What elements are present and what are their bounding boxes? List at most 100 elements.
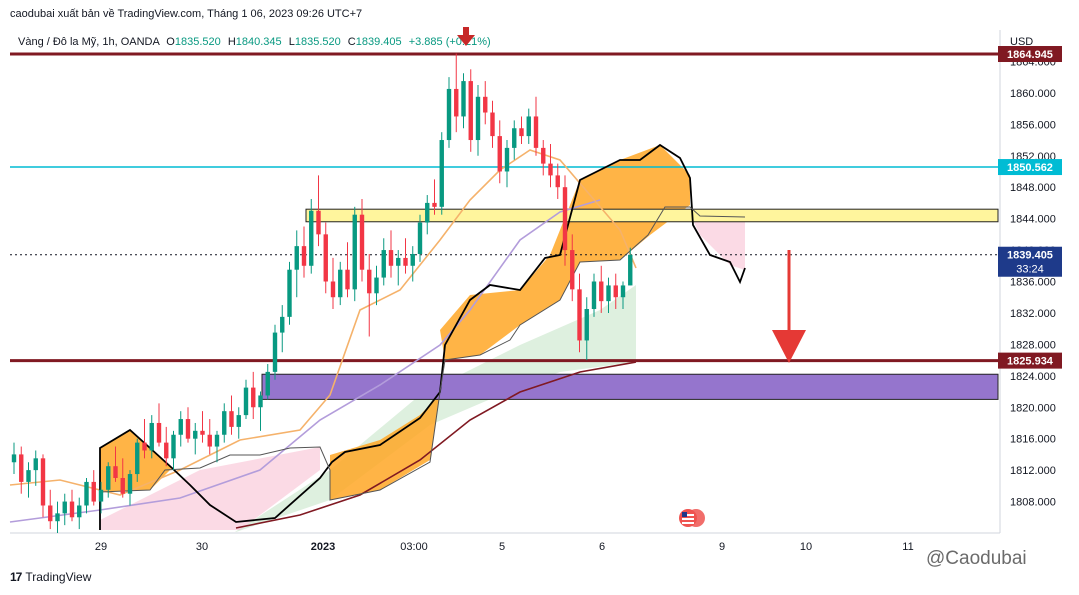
price-tag-countdown: 33:24 <box>1016 264 1044 276</box>
candle <box>77 497 82 530</box>
candle <box>475 85 481 156</box>
down-arrow-big <box>772 250 806 363</box>
candle <box>519 116 524 144</box>
candle <box>599 265 604 313</box>
ma-slow-line <box>235 361 637 529</box>
high-label: H <box>227 36 236 48</box>
y-tick-label: 1828.000 <box>1010 339 1056 351</box>
candle <box>526 108 531 144</box>
candle <box>11 442 17 475</box>
candle <box>555 163 560 199</box>
ma-mid-line <box>9 199 601 523</box>
currency-label: USD <box>1010 36 1034 48</box>
y-tick-label: 1860.000 <box>1010 88 1056 100</box>
y-tick-label: 1820.000 <box>1010 402 1056 414</box>
candle <box>352 206 357 302</box>
x-tick-label: 2023 <box>311 541 335 553</box>
candle <box>417 214 423 262</box>
candle <box>229 395 234 435</box>
tradingview-mark-icon: 17 <box>10 570 22 584</box>
candle <box>577 273 582 353</box>
candle <box>497 120 502 184</box>
candle <box>251 371 256 420</box>
y-tick-label: 1812.000 <box>1010 465 1056 477</box>
candle <box>454 53 459 133</box>
high-value: 1840.345 <box>235 36 282 48</box>
candle <box>106 462 111 498</box>
cloud-orange-2 <box>330 395 440 500</box>
candle <box>84 477 89 514</box>
candle <box>548 143 553 188</box>
candle <box>439 132 444 215</box>
candle <box>214 430 220 463</box>
yellow-zone[interactable] <box>305 208 999 223</box>
candle <box>606 277 611 313</box>
candle <box>584 297 589 361</box>
candle <box>55 501 60 533</box>
price-axis[interactable]: 1808.000 1812.000 1816.000 1820.000 1824.000… <box>1010 56 1056 508</box>
candle <box>243 379 249 420</box>
candle <box>26 462 31 498</box>
candle <box>446 77 452 148</box>
candle <box>222 403 227 443</box>
candle <box>156 403 162 447</box>
publisher-credit: caodubai xuất bản về TradingView.com, Th… <box>10 8 363 20</box>
candle <box>120 458 125 498</box>
purple-zone[interactable] <box>261 373 999 400</box>
candle <box>98 481 104 514</box>
candle <box>323 222 328 294</box>
candle <box>374 265 379 306</box>
candle <box>69 489 75 522</box>
candle <box>570 234 575 302</box>
candle <box>185 407 191 443</box>
candle <box>236 407 241 439</box>
x-tick-label: 11 <box>902 541 913 553</box>
candle <box>287 261 292 325</box>
price-tags: 1864.945 1850.562 1839.405 33:24 1825.934 <box>998 46 1062 369</box>
time-axis[interactable]: 29 30 2023 03:00 5 6 9 10 11 <box>95 541 914 553</box>
low-value: 1835.520 <box>294 36 341 48</box>
ma-fast-line <box>9 149 637 496</box>
y-tick-label: 1856.000 <box>1010 119 1056 131</box>
moving-averages <box>9 149 637 529</box>
candle <box>294 230 299 298</box>
price-tag-resistance-top: 1864.945 <box>998 46 1062 63</box>
candle <box>468 69 473 152</box>
candle <box>127 470 133 506</box>
candle <box>164 426 169 467</box>
tradingview-logo[interactable]: 17 TradingView <box>10 570 91 584</box>
candle <box>388 230 394 278</box>
candle <box>483 81 488 125</box>
price-tag-text: 1850.562 <box>1007 162 1053 174</box>
author-watermark: @Caodubai <box>926 548 1027 569</box>
ichimoku-clouds <box>100 145 745 532</box>
candle <box>338 261 343 306</box>
close-value: 1839.405 <box>355 36 402 48</box>
candle <box>330 257 336 310</box>
candle <box>207 419 212 455</box>
low-label: L <box>288 36 295 48</box>
symbol-name[interactable]: Vàng / Đô la Mỹ, 1h, OANDA <box>18 36 160 48</box>
candle <box>200 411 205 443</box>
symbol-legend: Vàng / Đô la Mỹ, 1h, OANDA O1835.520 H18… <box>18 36 491 48</box>
candle <box>316 175 321 247</box>
candle <box>504 140 510 188</box>
x-tick-label: 30 <box>196 541 208 553</box>
annotations <box>457 27 806 527</box>
price-tag-text: 1864.945 <box>1007 49 1053 61</box>
candle <box>490 100 495 148</box>
x-tick-label: 29 <box>95 541 107 553</box>
candle <box>367 253 372 337</box>
candle <box>512 120 517 160</box>
close-label: C <box>347 36 356 48</box>
price-tag-last-price: 1839.405 33:24 <box>998 246 1062 277</box>
open-label: O <box>166 36 175 48</box>
candlesticks <box>11 53 633 533</box>
y-tick-label: 1808.000 <box>1010 497 1056 509</box>
candle <box>591 273 597 317</box>
candle <box>309 198 314 274</box>
candle <box>613 273 618 310</box>
candle <box>149 415 154 459</box>
y-tick-label: 1836.000 <box>1010 277 1056 289</box>
